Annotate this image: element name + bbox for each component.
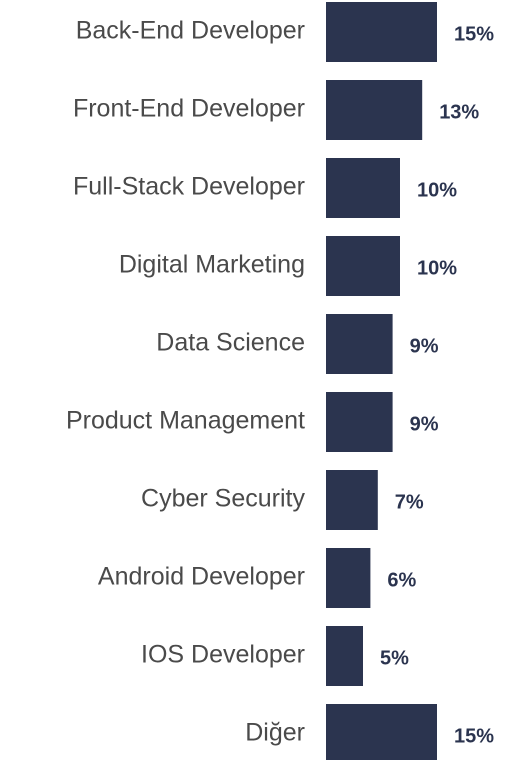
category-label: Data Science (156, 329, 305, 357)
bar (326, 80, 423, 140)
value-label: 10% (417, 257, 457, 279)
value-label: 5% (380, 647, 409, 669)
category-label: Cyber Security (141, 485, 305, 513)
category-label: Digital Marketing (119, 251, 305, 279)
value-label: 10% (417, 179, 457, 201)
category-label: Back-End Developer (76, 17, 305, 45)
value-label: 9% (410, 413, 439, 435)
bar (326, 392, 393, 452)
value-label: 9% (410, 335, 439, 357)
category-label: Android Developer (98, 563, 305, 591)
bar (326, 2, 437, 62)
value-label: 15% (454, 725, 494, 747)
value-label: 7% (395, 491, 424, 513)
bar (326, 704, 437, 760)
category-label: Front-End Developer (73, 95, 305, 123)
bar (326, 314, 393, 374)
category-label: Product Management (66, 407, 305, 435)
category-label: Full-Stack Developer (73, 173, 305, 201)
bar (326, 158, 400, 218)
category-label: IOS Developer (141, 641, 305, 669)
value-label: 13% (439, 101, 479, 123)
bar (326, 626, 363, 686)
value-label: 6% (387, 569, 416, 591)
bar (326, 470, 378, 530)
bar (326, 236, 400, 296)
bar (326, 548, 371, 608)
category-label: Diğer (245, 719, 305, 747)
value-label: 15% (454, 23, 494, 45)
